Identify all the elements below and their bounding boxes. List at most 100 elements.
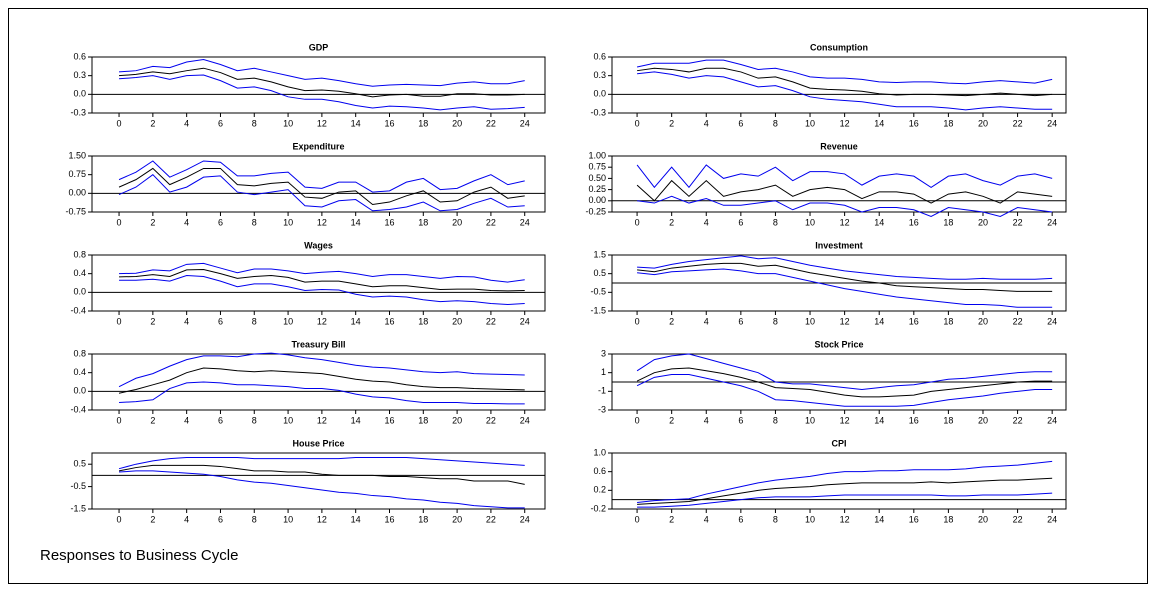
- x-tick-label: 8: [252, 118, 257, 128]
- x-tick-label: 18: [943, 118, 953, 128]
- x-tick-label: 0: [635, 514, 640, 524]
- x-tick-label: 8: [252, 415, 257, 425]
- x-tick-label: 2: [150, 118, 155, 128]
- y-tick-label: 0.00: [588, 195, 606, 205]
- x-tick-label: 22: [1013, 316, 1023, 326]
- x-tick-label: 20: [452, 415, 462, 425]
- y-tick-label: -0.2: [590, 503, 606, 513]
- x-tick-label: 12: [840, 316, 850, 326]
- x-tick-label: 16: [384, 415, 394, 425]
- x-tick-label: 6: [738, 415, 743, 425]
- x-tick-label: 24: [1047, 514, 1057, 524]
- x-tick-label: 22: [1013, 118, 1023, 128]
- x-tick-label: 22: [486, 316, 496, 326]
- x-tick-label: 6: [218, 316, 223, 326]
- x-tick-label: 10: [283, 118, 293, 128]
- response-line: [636, 374, 1053, 407]
- y-tick-label: 0.4: [73, 367, 86, 377]
- y-tick-label: 3: [601, 348, 606, 358]
- response-line: [637, 477, 1053, 505]
- x-tick-label: 16: [909, 514, 919, 524]
- response-line: [636, 353, 1053, 390]
- x-tick-label: 0: [635, 217, 640, 227]
- x-tick-label: 16: [909, 415, 919, 425]
- plot-area: [91, 56, 546, 114]
- y-tick-label: 0.8: [73, 249, 86, 259]
- x-tick-label: 8: [252, 514, 257, 524]
- response-line: [636, 179, 1053, 204]
- x-tick-label: 24: [520, 514, 530, 524]
- response-line: [118, 367, 525, 394]
- x-tick-label: 12: [317, 514, 327, 524]
- response-line: [636, 164, 1053, 189]
- x-tick-label: 2: [150, 514, 155, 524]
- x-tick-label: 0: [117, 415, 122, 425]
- x-tick-label: 20: [978, 217, 988, 227]
- response-line: [118, 174, 525, 212]
- response-line: [636, 367, 1053, 398]
- x-tick-label: 18: [943, 316, 953, 326]
- panel-title: Expenditure: [292, 141, 344, 151]
- x-tick-label: 4: [704, 217, 709, 227]
- panel-title: GDP: [309, 42, 329, 52]
- y-tick-label: -0.75: [65, 206, 86, 216]
- x-tick-label: 8: [773, 514, 778, 524]
- response-line: [637, 262, 1053, 292]
- x-tick-label: 10: [805, 118, 815, 128]
- x-tick-label: 0: [117, 118, 122, 128]
- x-tick-label: 10: [283, 415, 293, 425]
- response-line: [119, 58, 525, 87]
- x-tick-label: 4: [704, 118, 709, 128]
- x-tick-label: 4: [704, 514, 709, 524]
- response-line: [637, 71, 1053, 111]
- x-tick-label: 10: [283, 514, 293, 524]
- x-tick-label: 12: [317, 415, 327, 425]
- y-tick-label: -0.3: [590, 107, 606, 117]
- x-tick-label: 18: [418, 316, 428, 326]
- x-tick-label: 24: [520, 316, 530, 326]
- x-tick-label: 14: [874, 415, 884, 425]
- x-tick-label: 14: [874, 217, 884, 227]
- x-tick-label: 24: [1047, 415, 1057, 425]
- x-tick-label: 0: [117, 316, 122, 326]
- x-tick-label: 8: [773, 118, 778, 128]
- y-tick-label: 0.25: [588, 184, 606, 194]
- x-tick-label: 22: [1013, 514, 1023, 524]
- y-tick-label: 0.0: [73, 386, 86, 396]
- x-tick-label: 20: [452, 316, 462, 326]
- response-line: [118, 160, 525, 193]
- y-tick-label: -0.4: [70, 305, 86, 315]
- x-tick-label: 14: [351, 316, 361, 326]
- x-tick-label: 6: [738, 316, 743, 326]
- x-tick-label: 0: [117, 514, 122, 524]
- x-tick-label: 6: [738, 118, 743, 128]
- x-tick-label: 4: [184, 415, 189, 425]
- y-tick-label: 0.0: [73, 287, 86, 297]
- panel-title: Stock Price: [814, 339, 863, 349]
- x-tick-label: 18: [418, 217, 428, 227]
- panel-title: Investment: [815, 240, 863, 250]
- x-tick-label: 12: [317, 217, 327, 227]
- response-line: [119, 275, 525, 305]
- y-tick-label: -0.5: [590, 287, 606, 297]
- y-tick-label: 0.6: [73, 51, 86, 61]
- caption: Responses to Business Cycle: [40, 547, 238, 564]
- x-tick-label: 2: [669, 118, 674, 128]
- x-tick-label: 22: [486, 118, 496, 128]
- x-tick-label: 2: [669, 316, 674, 326]
- x-tick-label: 18: [418, 118, 428, 128]
- panel-title: House Price: [292, 438, 344, 448]
- x-tick-label: 4: [704, 415, 709, 425]
- y-tick-label: 1: [601, 367, 606, 377]
- x-tick-label: 10: [805, 415, 815, 425]
- y-tick-label: 1.5: [593, 249, 606, 259]
- y-tick-label: 1.0: [593, 447, 606, 457]
- x-tick-label: 0: [635, 316, 640, 326]
- y-tick-label: 0.6: [593, 51, 606, 61]
- x-tick-label: 8: [773, 415, 778, 425]
- x-tick-label: 0: [635, 415, 640, 425]
- x-tick-label: 14: [351, 415, 361, 425]
- x-tick-label: 6: [738, 217, 743, 227]
- panel-title: Consumption: [810, 42, 868, 52]
